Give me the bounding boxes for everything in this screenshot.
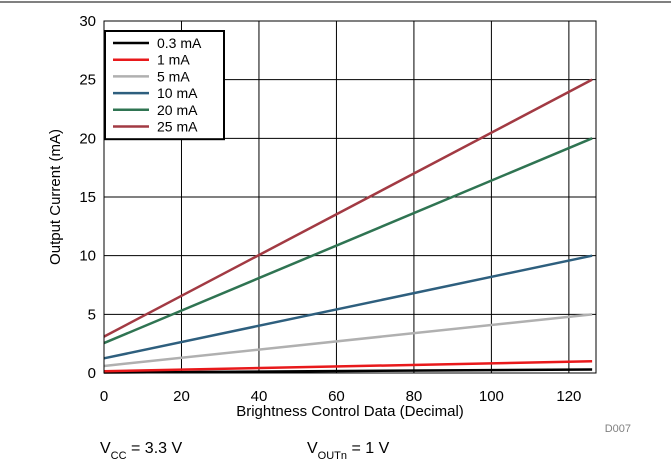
series-line xyxy=(103,313,593,368)
x-tick-labels: 0 20 40 60 80 100 120 xyxy=(100,388,582,405)
series-line xyxy=(103,360,593,373)
y-tick-label: 15 xyxy=(79,189,96,206)
x-tick-label: 80 xyxy=(406,388,423,405)
x-tick-label: 40 xyxy=(251,388,268,405)
series-line xyxy=(103,78,593,338)
y-tick-label: 20 xyxy=(79,130,96,147)
x-tick-label: 0 xyxy=(100,388,108,405)
legend-label: 20 mA xyxy=(157,102,198,118)
legend-label: 10 mA xyxy=(157,85,198,101)
y-axis-label: Output Current (mA) xyxy=(47,129,64,265)
y-tick-label: 30 xyxy=(79,13,96,30)
legend-label: 5 mA xyxy=(157,68,190,84)
vout-condition: VOUTn = 1 V xyxy=(307,440,390,462)
x-tick-label: 100 xyxy=(479,388,504,405)
series-line xyxy=(103,254,593,360)
series-line xyxy=(103,368,593,374)
y-tick-label: 25 xyxy=(79,72,96,89)
legend-label: 25 mA xyxy=(157,119,198,135)
legend-label: 0.3 mA xyxy=(157,35,202,51)
series-lines xyxy=(103,78,593,374)
x-tick-label: 20 xyxy=(173,388,190,405)
x-tick-label: 120 xyxy=(556,388,581,405)
x-tick-label: 60 xyxy=(328,388,345,405)
legend-label: 1 mA xyxy=(157,52,190,68)
y-tick-label: 5 xyxy=(88,306,96,323)
figure-id: D007 xyxy=(605,423,631,435)
legend-box xyxy=(104,30,225,141)
vcc-condition: VCC = 3.3 V xyxy=(100,440,182,462)
y-tick-label: 0 xyxy=(88,365,96,382)
y-tick-label: 10 xyxy=(79,248,96,265)
series-line xyxy=(103,137,593,345)
plot-frame xyxy=(103,20,597,374)
y-tick-labels: 0 5 10 15 20 25 30 xyxy=(79,13,96,382)
x-axis-label: Brightness Control Data (Decimal) xyxy=(236,403,464,420)
